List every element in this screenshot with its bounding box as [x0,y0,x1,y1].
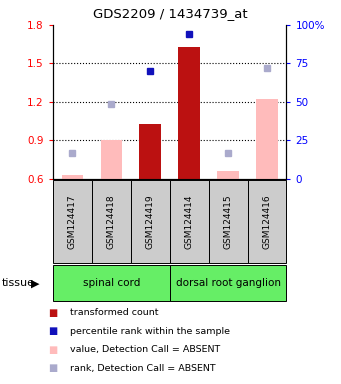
Text: tissue: tissue [2,278,35,288]
Text: dorsal root ganglion: dorsal root ganglion [176,278,281,288]
Bar [101,140,122,179]
Bar [62,175,83,179]
Bar [53,180,92,263]
Bar [256,99,278,179]
Bar [248,180,286,263]
Text: GSM124415: GSM124415 [224,194,233,249]
Text: GSM124416: GSM124416 [263,194,271,249]
Bar [169,265,286,301]
Text: GSM124417: GSM124417 [68,194,77,249]
Text: ■: ■ [48,308,57,318]
Text: transformed count: transformed count [70,308,159,318]
Text: GSM124414: GSM124414 [184,195,194,249]
Text: rank, Detection Call = ABSENT: rank, Detection Call = ABSENT [70,364,216,373]
Bar [92,180,131,263]
Text: GSM124419: GSM124419 [146,194,155,249]
Bar [139,124,161,179]
Bar [53,265,169,301]
Text: ■: ■ [48,345,57,355]
Bar [217,171,239,179]
Text: GDS2209 / 1434739_at: GDS2209 / 1434739_at [93,7,248,20]
Text: GSM124418: GSM124418 [107,194,116,249]
Text: percentile rank within the sample: percentile rank within the sample [70,327,230,336]
Text: value, Detection Call = ABSENT: value, Detection Call = ABSENT [70,345,220,354]
Text: ■: ■ [48,326,57,336]
Text: spinal cord: spinal cord [83,278,140,288]
Text: ■: ■ [48,363,57,373]
Bar [209,180,248,263]
Bar [131,180,169,263]
Bar [178,47,200,179]
Text: ▶: ▶ [31,278,40,288]
Bar [169,180,209,263]
